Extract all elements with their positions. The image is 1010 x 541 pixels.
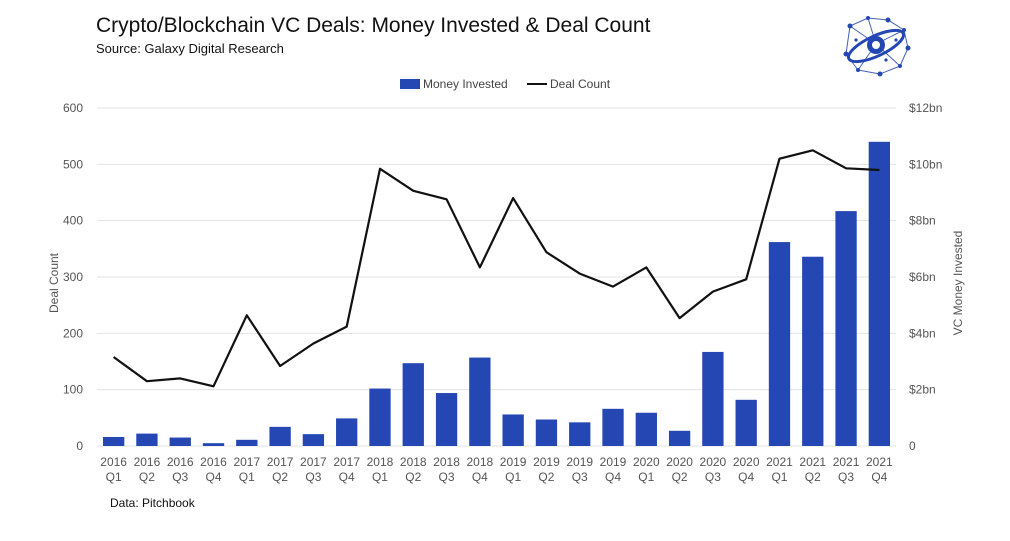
x-tick-label: 2019 Q3 [566,455,593,484]
money-invested-bar [336,418,358,446]
chart-subtitle: Source: Galaxy Digital Research [96,41,284,56]
money-invested-bar [668,430,691,446]
money-invested-bar [269,426,291,446]
left-axis-title: Deal Count [47,252,61,313]
x-tick-label: 2018 Q1 [367,455,394,484]
galaxy-network-logo-icon [843,16,911,77]
left-tick-label: 300 [63,270,83,284]
legend-swatch-money-invested [400,79,420,89]
x-tick-label: 2021 Q2 [799,455,826,484]
money-invested-bar [102,436,125,446]
legend-label-deal-count: Deal Count [550,77,611,91]
x-tick-label: 2019 Q2 [533,455,560,484]
right-tick-label: 0 [909,439,916,453]
money-invested-bar [169,437,191,446]
money-invested-bar [569,422,591,446]
money-invested-bar [136,433,158,446]
x-tick-label: 2019 Q1 [500,455,527,484]
right-tick-label: $8bn [909,214,936,228]
money-invested-bar [868,141,891,447]
x-tick-label: 2017 Q3 [300,455,327,484]
x-tick-label: 2016 Q2 [134,455,161,484]
x-tick-label: 2018 Q2 [400,455,427,484]
money-invested-bar [469,357,491,446]
right-tick-label: $10bn [909,157,942,171]
money-invested-bar [202,443,225,446]
x-tick-label: 2020 Q3 [700,455,727,484]
x-tick-label: 2021 Q1 [766,455,793,484]
money-invested-bar [635,412,657,446]
x-tick-label: 2020 Q4 [733,455,760,484]
right-axis-title: VC Money Invested [951,231,965,336]
x-tick-label: 2017 Q2 [267,455,294,484]
x-tick-label: 2017 Q1 [233,455,260,484]
left-tick-label: 100 [63,383,83,397]
money-invested-bar [236,439,258,446]
money-invested-bar [735,399,757,446]
left-tick-label: 500 [63,157,83,171]
deal-count-polyline [112,149,880,388]
x-tick-label: 2016 Q3 [167,455,194,484]
money-invested-bar [535,419,558,446]
x-tick-label: 2016 Q1 [100,455,127,484]
money-invested-bar [502,414,524,446]
money-invested-bar [835,211,857,446]
legend: Money Invested Deal Count [400,77,611,91]
right-tick-label: $6bn [909,270,936,284]
chart-title: Crypto/Blockchain VC Deals: Money Invest… [96,14,651,37]
money-invested-bar [435,393,458,446]
legend-label-money-invested: Money Invested [423,77,508,91]
money-invested-bar [702,351,724,446]
money-invested-bar [802,256,824,446]
left-tick-label: 0 [76,439,83,453]
money-invested-bars [102,141,891,447]
left-tick-label: 200 [63,326,83,340]
deal-count-line [112,149,880,388]
money-invested-bar [302,434,325,446]
data-source-note: Data: Pitchbook [110,496,195,510]
money-invested-bar [369,388,391,446]
x-tick-label: 2019 Q4 [600,455,627,484]
x-tick-label: 2018 Q4 [467,455,494,484]
left-axis-ticks: 0 100 200 300 400 500 600 [63,101,83,453]
money-invested-bar [602,408,624,446]
x-tick-label: 2020 Q1 [633,455,660,484]
x-tick-label: 2018 Q3 [433,455,460,484]
x-tick-label: 2017 Q4 [333,455,360,484]
right-tick-label: $12bn [909,101,942,115]
x-tick-label: 2016 Q4 [200,455,227,484]
left-tick-label: 600 [63,101,83,115]
x-tick-label: 2021 Q3 [833,455,860,484]
x-tick-label: 2021 Q4 [866,455,893,484]
x-tick-label: 2020 Q2 [666,455,693,484]
money-invested-bar [402,363,424,446]
right-axis-ticks: 0 $2bn $4bn $6bn $8bn $10bn $12bn [909,101,942,453]
left-tick-label: 400 [63,214,83,228]
right-tick-label: $2bn [909,383,936,397]
right-tick-label: $4bn [909,326,936,340]
money-invested-bar [768,242,791,446]
